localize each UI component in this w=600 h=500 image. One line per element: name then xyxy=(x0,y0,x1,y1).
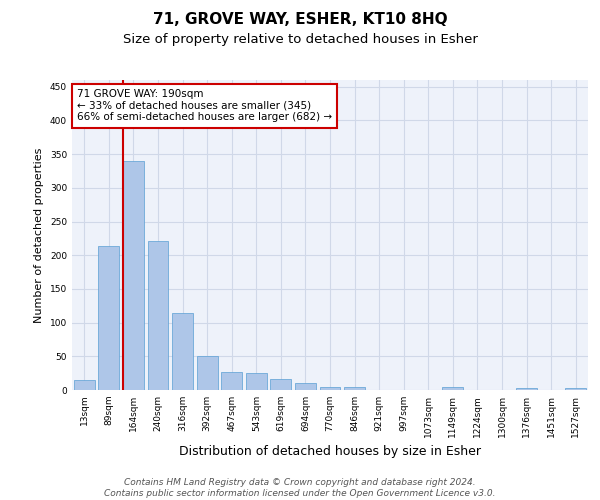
Bar xyxy=(197,356,218,390)
Text: 71 GROVE WAY: 190sqm
← 33% of detached houses are smaller (345)
66% of semi-deta: 71 GROVE WAY: 190sqm ← 33% of detached h… xyxy=(77,90,332,122)
Text: Size of property relative to detached houses in Esher: Size of property relative to detached ho… xyxy=(122,32,478,46)
Bar xyxy=(565,388,586,390)
Y-axis label: Number of detached properties: Number of detached properties xyxy=(34,148,44,322)
Bar xyxy=(344,388,365,390)
Bar xyxy=(221,372,242,390)
Text: Contains HM Land Registry data © Crown copyright and database right 2024.
Contai: Contains HM Land Registry data © Crown c… xyxy=(104,478,496,498)
Text: 71, GROVE WAY, ESHER, KT10 8HQ: 71, GROVE WAY, ESHER, KT10 8HQ xyxy=(152,12,448,28)
X-axis label: Distribution of detached houses by size in Esher: Distribution of detached houses by size … xyxy=(179,446,481,458)
Bar xyxy=(123,161,144,390)
Bar xyxy=(98,246,119,390)
Bar xyxy=(246,373,267,390)
Bar xyxy=(320,386,340,390)
Bar xyxy=(74,380,95,390)
Bar xyxy=(295,384,316,390)
Bar xyxy=(516,388,537,390)
Bar xyxy=(148,241,169,390)
Bar xyxy=(442,388,463,390)
Bar xyxy=(271,379,292,390)
Bar xyxy=(172,313,193,390)
